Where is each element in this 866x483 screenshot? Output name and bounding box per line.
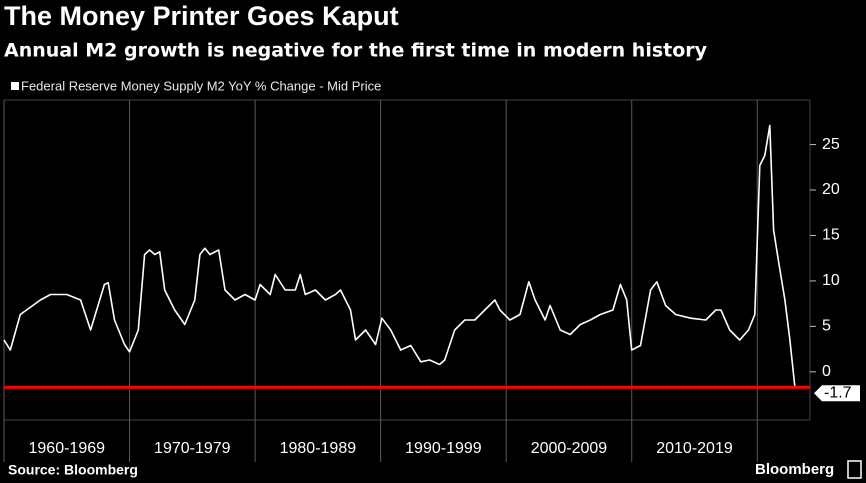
chart-subtitle: Annual M2 growth is negative for the fir… xyxy=(4,40,708,62)
x-tick-label: 1970-1979 xyxy=(154,440,231,457)
y-tick-label: 20 xyxy=(822,181,840,198)
last-value-label: -1.7 xyxy=(824,384,852,401)
x-tick-label: 2000-2009 xyxy=(531,440,608,457)
y-tick-label: 25 xyxy=(822,136,840,153)
y-tick-label: 0 xyxy=(822,363,831,380)
brand: Bloomberg xyxy=(755,461,834,478)
last-value-callout xyxy=(814,385,860,402)
brand-icon xyxy=(847,460,862,479)
y-tick-label: 5 xyxy=(822,318,831,335)
x-tick-label: 1980-1989 xyxy=(280,440,357,457)
chart-title: The Money Printer Goes Kaput xyxy=(4,1,399,31)
y-tick-label: 10 xyxy=(822,272,840,289)
y-tick-label: 15 xyxy=(822,227,840,244)
legend-swatch xyxy=(11,82,19,90)
source-note: Source: Bloomberg xyxy=(8,462,138,478)
data-line xyxy=(3,124,796,388)
x-tick-label: 2010-2019 xyxy=(656,440,733,457)
legend-label: Federal Reserve Money Supply M2 YoY % Ch… xyxy=(21,78,381,93)
x-tick-label: 1960-1969 xyxy=(29,440,106,457)
x-tick-label: 1990-1999 xyxy=(405,440,482,457)
